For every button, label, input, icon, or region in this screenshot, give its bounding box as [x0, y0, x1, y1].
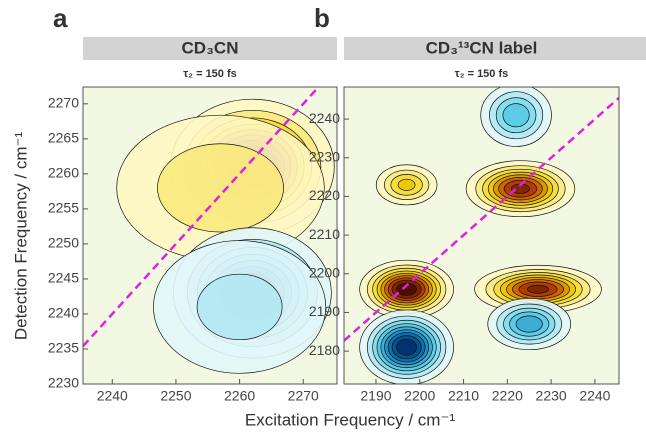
contour	[157, 143, 284, 233]
header-bar	[83, 37, 337, 60]
plot-area	[83, 87, 337, 384]
contour	[196, 273, 283, 341]
contour	[397, 178, 416, 191]
header-bar	[344, 37, 646, 60]
y-tick-label: 2230	[48, 375, 79, 391]
y-tick-label: 2265	[48, 130, 79, 146]
y-tick-label: 2240	[309, 110, 340, 126]
y-tick-label: 2200	[309, 264, 340, 280]
x-tick-label: 2200	[404, 388, 435, 404]
y-tick-label: 2190	[309, 303, 340, 319]
contour	[515, 315, 543, 333]
x-tick-label: 2270	[288, 388, 319, 404]
x-tick-label: 2190	[360, 388, 391, 404]
panel-subtitle: τ₂ = 150 fs	[183, 68, 237, 80]
x-tick-label: 2220	[492, 388, 523, 404]
x-tick-label: 2240	[97, 388, 128, 404]
y-tick-label: 2240	[48, 305, 79, 321]
x-axis-label: Excitation Frequency / cm⁻¹	[245, 410, 456, 429]
y-tick-label: 2220	[309, 187, 340, 203]
y-tick-label: 2210	[309, 226, 340, 242]
x-tick-label: 2250	[160, 388, 191, 404]
x-tick-label: 2240	[579, 388, 610, 404]
y-tick-label: 2245	[48, 270, 79, 286]
panel-label: a	[53, 3, 68, 33]
y-tick-label: 2235	[48, 340, 79, 356]
plot-frame	[82, 86, 338, 385]
contour	[396, 282, 418, 296]
contour	[526, 284, 550, 294]
x-tick-label: 2210	[448, 388, 479, 404]
y-tick-label: 2180	[309, 342, 340, 358]
panel-header: CD₃¹³CN label	[426, 38, 538, 57]
plot-area	[344, 87, 619, 384]
diagonal	[344, 96, 619, 342]
y-tick-label: 2250	[48, 235, 79, 251]
y-tick-label: 2230	[309, 148, 340, 164]
x-tick-label: 2260	[224, 388, 255, 404]
panel-subtitle: τ₂ = 150 fs	[455, 68, 509, 80]
y-tick-label: 2255	[48, 200, 79, 216]
x-tick-label: 2230	[536, 388, 567, 404]
y-tick-label: 2260	[48, 165, 79, 181]
contour	[502, 103, 530, 128]
panel-label: b	[314, 3, 330, 33]
y-axis-label: Detection Frequency / cm⁻¹	[11, 132, 30, 341]
y-tick-label: 2270	[48, 95, 79, 111]
panel-header: CD₃CN	[182, 38, 239, 57]
diagonal	[83, 87, 321, 348]
contour	[396, 338, 418, 356]
